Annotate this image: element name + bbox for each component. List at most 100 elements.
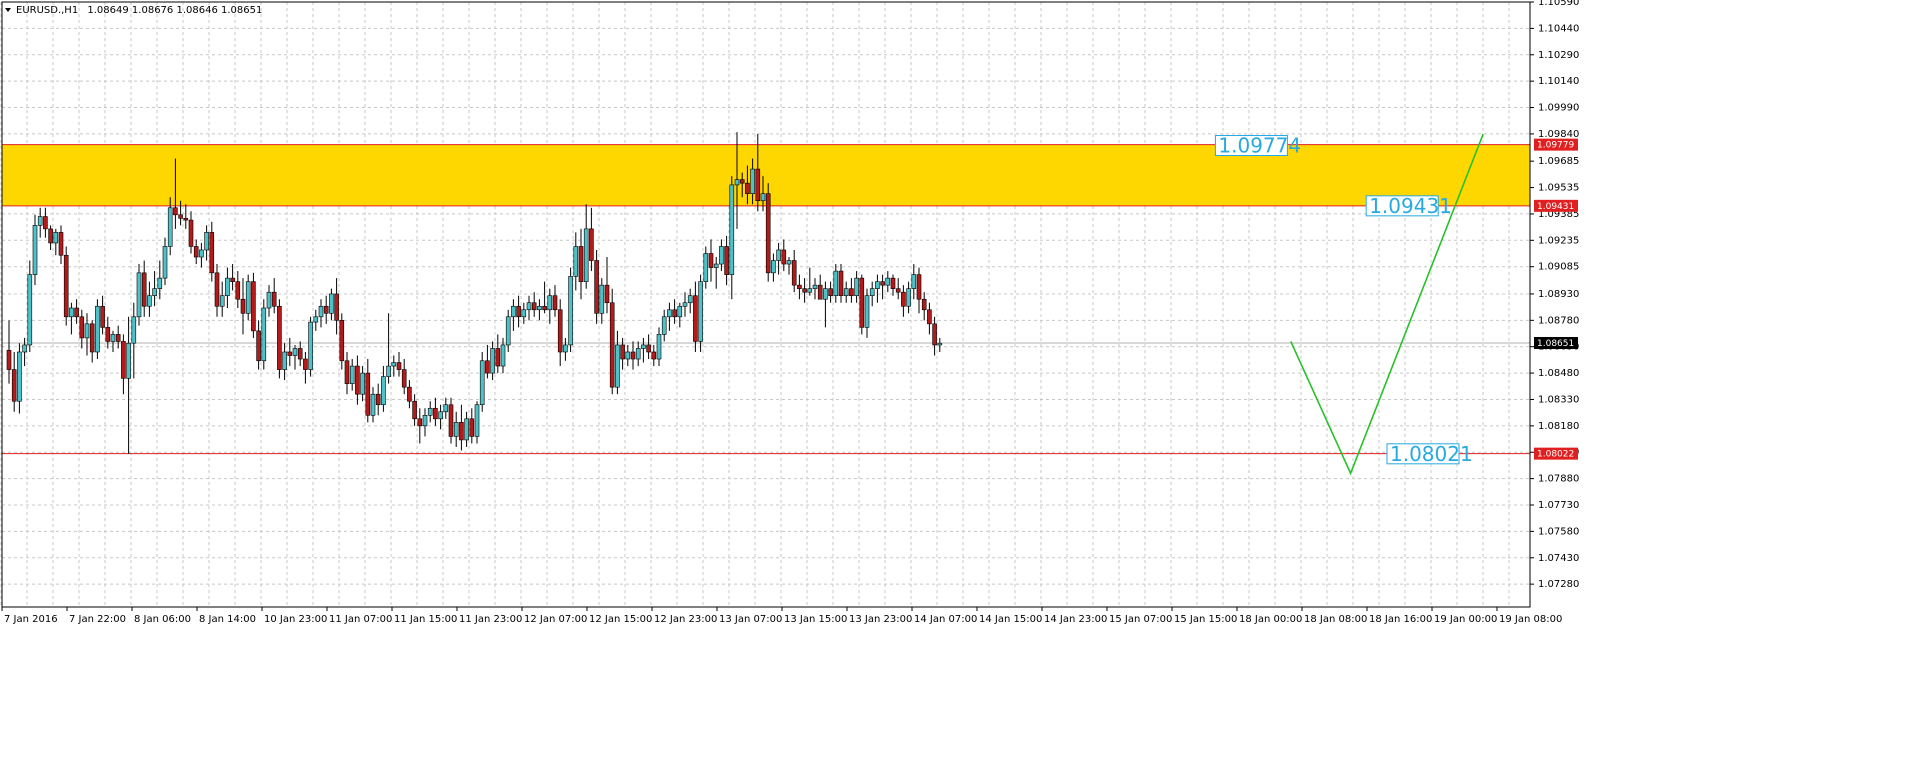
candle-body [937, 342, 943, 346]
candle-body [464, 418, 469, 441]
level-label-box [1365, 195, 1439, 217]
candle-body [713, 263, 719, 268]
candle-body [95, 305, 100, 353]
candle-body [308, 321, 313, 370]
candle-body [635, 348, 641, 360]
price-tick-label: 1.07430 [1538, 553, 1579, 564]
time-tick-label: 8 Jan 14:00 [199, 614, 256, 625]
candle [79, 309, 85, 349]
time-tick-label: 18 Jan 00:00 [1239, 614, 1302, 625]
candle [807, 267, 813, 296]
price-tick-label: 1.10590 [1538, 0, 1579, 8]
candle [573, 232, 579, 291]
candle [547, 288, 553, 324]
candle-body [443, 404, 449, 413]
candle [568, 267, 573, 352]
candle-body [802, 288, 807, 293]
candle-body [599, 284, 605, 314]
candle-body [729, 184, 735, 275]
candle-body [407, 386, 412, 402]
candle [63, 246, 69, 326]
chevron-down-icon[interactable] [5, 8, 11, 12]
candle-body [115, 334, 121, 342]
candle [838, 264, 844, 303]
candle [817, 274, 823, 300]
time-tick-label: 11 Jan 23:00 [459, 614, 522, 625]
candle-body [417, 418, 423, 427]
level-label-text: 1.09774 [1218, 134, 1301, 158]
candle [183, 204, 189, 229]
candle-body [245, 281, 251, 314]
candle [828, 281, 833, 303]
candle-body [214, 272, 220, 307]
level-label[interactable]: 1.09774 [1214, 134, 1301, 158]
candle [625, 344, 631, 367]
level-label[interactable]: 1.08021 [1386, 442, 1473, 466]
candle [620, 337, 625, 370]
candle [334, 278, 339, 335]
time-tick-label: 19 Jan 08:00 [1499, 614, 1562, 625]
candle-body [381, 376, 386, 406]
candle [880, 274, 885, 300]
candle-body [526, 302, 532, 311]
candle-body [703, 253, 709, 282]
candle-body [126, 342, 131, 379]
level-label[interactable]: 1.09431 [1365, 194, 1452, 218]
time-tick-label: 13 Jan 23:00 [849, 614, 912, 625]
candle [833, 264, 839, 303]
candle-body [157, 277, 163, 289]
time-tick-label: 14 Jan 07:00 [914, 614, 977, 625]
candle [589, 207, 594, 272]
candle [240, 278, 246, 335]
time-tick-label: 15 Jan 07:00 [1109, 614, 1172, 625]
candle [339, 313, 345, 370]
candle [235, 271, 241, 309]
level-label-box [1386, 443, 1460, 465]
candle-body [516, 305, 521, 318]
price-tick-label: 1.07580 [1538, 526, 1579, 537]
candle [219, 281, 225, 317]
candle [635, 341, 641, 367]
candle [916, 267, 922, 314]
candle [667, 302, 672, 331]
candle-body [193, 246, 199, 258]
time-tick-label: 8 Jan 06:00 [134, 614, 191, 625]
level-labels: 1.09774 1.09431 1.08021 [1214, 134, 1473, 466]
candle-body [58, 232, 64, 256]
candle-body [859, 277, 865, 328]
candle-body [401, 369, 407, 388]
candle [885, 271, 891, 293]
candle-body [854, 277, 859, 297]
candle-body [745, 182, 750, 195]
candle-body [495, 348, 501, 367]
time-tick-label: 7 Jan 2016 [4, 614, 58, 625]
candle [594, 249, 599, 324]
price-tick-label: 1.08930 [1538, 289, 1579, 300]
candle-body [542, 305, 547, 311]
candle [27, 260, 33, 352]
candle [282, 343, 287, 381]
candle-body [43, 216, 48, 230]
candle-body [906, 288, 911, 307]
candle [724, 235, 729, 286]
candle-body [838, 270, 844, 297]
candle [630, 341, 636, 370]
time-tick-label: 12 Jan 07:00 [524, 614, 587, 625]
candle [890, 274, 896, 296]
candle-body [490, 348, 495, 374]
candle [453, 411, 459, 447]
projection-line[interactable] [1290, 133, 1484, 476]
candle [583, 204, 589, 289]
price-tick-label: 1.07730 [1538, 500, 1579, 511]
price-tick-label: 1.07280 [1538, 579, 1579, 590]
candle-body [864, 295, 870, 328]
time-tick-label: 18 Jan 08:00 [1304, 614, 1367, 625]
candle [750, 158, 755, 205]
candle-body [292, 348, 298, 356]
candle [313, 309, 319, 331]
price-tick-label: 1.08330 [1538, 394, 1579, 405]
candle-body [563, 344, 568, 353]
candle-body [537, 305, 542, 311]
